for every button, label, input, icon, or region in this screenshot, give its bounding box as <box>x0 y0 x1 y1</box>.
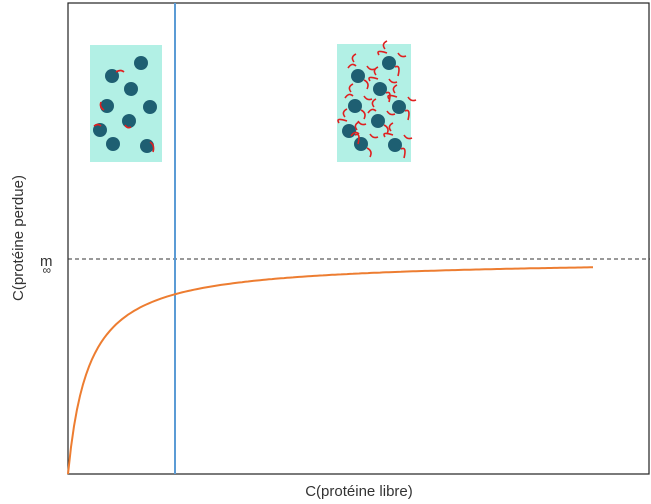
particle <box>105 69 119 83</box>
inset-left <box>90 45 162 162</box>
chain <box>93 123 102 127</box>
particle <box>143 100 157 114</box>
particle <box>348 99 362 113</box>
chain <box>351 53 357 63</box>
curve <box>67 266 593 475</box>
chain <box>383 132 394 138</box>
chain <box>344 93 354 99</box>
chain <box>360 109 366 120</box>
asymptote-subscript: ∞ <box>43 263 52 277</box>
chain <box>371 98 377 108</box>
chain <box>386 110 396 116</box>
chain <box>348 83 354 93</box>
particle <box>100 99 114 113</box>
chain <box>149 141 155 153</box>
particle <box>371 114 385 128</box>
chain <box>388 122 394 132</box>
particle <box>93 123 107 137</box>
particle <box>140 139 154 153</box>
y-axis-label: C(protéine perdue) <box>10 175 27 301</box>
asymptote-main: m <box>40 253 53 270</box>
particle <box>106 137 120 151</box>
particle <box>134 56 148 70</box>
chain <box>363 95 373 101</box>
chain <box>404 109 410 121</box>
chains <box>337 40 417 159</box>
particle <box>122 114 136 128</box>
particle <box>382 56 396 70</box>
chain <box>124 124 132 129</box>
plot-frame <box>67 2 650 475</box>
chain <box>347 63 357 69</box>
particle <box>351 69 365 83</box>
chains <box>93 69 155 153</box>
chain <box>115 69 125 73</box>
chain <box>350 131 360 137</box>
chain <box>392 84 398 94</box>
chain <box>337 118 348 124</box>
chain <box>373 66 379 76</box>
particle <box>342 124 356 138</box>
chain <box>407 96 417 102</box>
chain <box>368 76 379 82</box>
x-axis-label: C(protéine libre) <box>305 483 413 500</box>
particle <box>354 137 368 151</box>
chain <box>394 65 400 77</box>
chain <box>367 108 377 114</box>
chain <box>342 108 348 118</box>
chain <box>387 94 398 100</box>
chain <box>363 79 369 90</box>
chain <box>354 133 360 145</box>
chain <box>403 134 413 140</box>
particles <box>93 56 157 153</box>
chain <box>366 147 372 158</box>
particle <box>392 100 406 114</box>
particle <box>373 82 387 96</box>
chain <box>369 133 379 139</box>
chain <box>388 78 398 84</box>
chain <box>354 121 360 131</box>
inset-right <box>337 40 417 162</box>
particle <box>124 82 138 96</box>
chain <box>400 147 406 159</box>
chain <box>397 52 407 58</box>
asymptote-label: m∞ <box>40 253 53 277</box>
particle <box>388 138 402 152</box>
chain <box>377 50 388 56</box>
chain <box>99 101 105 111</box>
particles <box>342 56 406 152</box>
chain <box>382 40 388 50</box>
chain <box>385 91 391 103</box>
